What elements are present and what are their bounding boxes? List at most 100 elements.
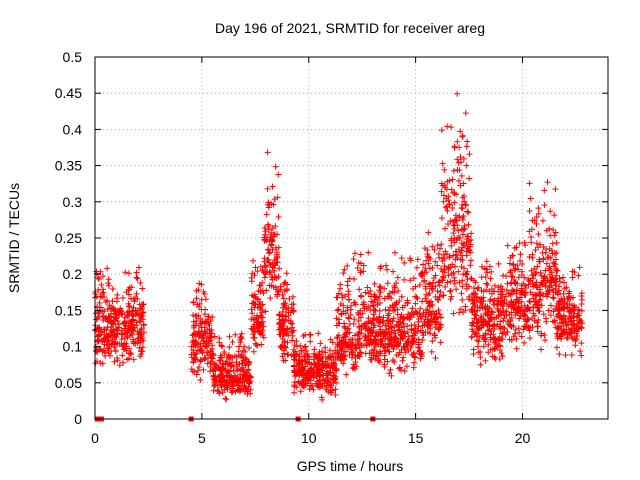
data-point bbox=[540, 256, 547, 263]
data-point bbox=[454, 222, 461, 229]
data-point bbox=[513, 345, 520, 352]
data-point bbox=[106, 302, 113, 309]
data-point bbox=[455, 234, 462, 241]
data-point bbox=[498, 330, 505, 337]
data-point bbox=[454, 138, 461, 145]
data-point bbox=[554, 289, 561, 296]
data-point bbox=[333, 365, 340, 372]
y-tick-label: 0.45 bbox=[55, 85, 82, 101]
data-point bbox=[420, 310, 427, 317]
data-point bbox=[138, 325, 145, 332]
data-point bbox=[206, 335, 213, 342]
data-point bbox=[293, 338, 300, 345]
data-point bbox=[354, 264, 361, 271]
data-point bbox=[530, 310, 537, 317]
data-point bbox=[291, 383, 298, 390]
data-point bbox=[526, 180, 533, 187]
data-point bbox=[466, 175, 473, 182]
data-point bbox=[195, 333, 202, 340]
data-point bbox=[365, 249, 372, 256]
data-point bbox=[497, 291, 504, 298]
data-point bbox=[292, 353, 299, 360]
data-point bbox=[526, 207, 533, 214]
data-point bbox=[333, 322, 340, 329]
data-point bbox=[504, 242, 511, 249]
data-point bbox=[471, 300, 478, 307]
data-point bbox=[341, 356, 348, 363]
data-point bbox=[561, 285, 568, 292]
data-point bbox=[333, 315, 340, 322]
data-point bbox=[306, 386, 313, 393]
data-point bbox=[456, 279, 463, 286]
data-point bbox=[459, 133, 466, 140]
data-point bbox=[477, 354, 484, 361]
data-point bbox=[133, 274, 140, 281]
data-point bbox=[364, 284, 371, 291]
data-point bbox=[283, 270, 290, 277]
data-point bbox=[372, 338, 379, 345]
data-point bbox=[488, 308, 495, 315]
data-point bbox=[370, 303, 377, 310]
data-point bbox=[360, 262, 367, 269]
data-point bbox=[480, 288, 487, 295]
data-point bbox=[556, 351, 563, 358]
data-point bbox=[482, 273, 489, 280]
data-point bbox=[377, 341, 384, 348]
data-point bbox=[429, 243, 436, 250]
data-point bbox=[546, 225, 553, 232]
data-point bbox=[508, 273, 515, 280]
data-point bbox=[233, 359, 240, 366]
data-point bbox=[529, 226, 536, 233]
data-point bbox=[524, 306, 531, 313]
data-point bbox=[310, 366, 317, 373]
data-point bbox=[483, 258, 490, 265]
data-point bbox=[461, 198, 468, 205]
data-point bbox=[443, 203, 450, 210]
data-point bbox=[345, 288, 352, 295]
data-point bbox=[435, 279, 442, 286]
data-point bbox=[460, 180, 467, 187]
data-point bbox=[511, 276, 518, 283]
data-point bbox=[385, 323, 392, 330]
data-point bbox=[263, 211, 270, 218]
data-point bbox=[122, 322, 129, 329]
data-point bbox=[243, 385, 250, 392]
data-point bbox=[448, 124, 455, 131]
data-point bbox=[127, 349, 134, 356]
data-point bbox=[376, 287, 383, 294]
data-point bbox=[457, 250, 464, 257]
data-point bbox=[264, 185, 271, 192]
data-point bbox=[382, 306, 389, 313]
data-point bbox=[223, 396, 230, 403]
data-point bbox=[457, 128, 464, 135]
data-point bbox=[267, 242, 274, 249]
data-point bbox=[104, 265, 111, 272]
data-point bbox=[440, 198, 447, 205]
data-point bbox=[210, 352, 217, 359]
data-point bbox=[539, 217, 546, 224]
data-point bbox=[135, 331, 142, 338]
data-point bbox=[520, 313, 527, 320]
data-point bbox=[277, 283, 284, 290]
data-point bbox=[553, 344, 560, 351]
data-point bbox=[551, 260, 558, 267]
data-point bbox=[578, 307, 585, 314]
data-point bbox=[472, 331, 479, 338]
data-point bbox=[402, 341, 409, 348]
data-point bbox=[125, 291, 132, 298]
data-point bbox=[462, 201, 469, 208]
data-point bbox=[573, 314, 580, 321]
y-tick-label: 0.3 bbox=[63, 194, 83, 210]
data-point bbox=[201, 324, 208, 331]
data-point bbox=[209, 314, 216, 321]
data-point bbox=[567, 328, 574, 335]
data-point bbox=[334, 343, 341, 350]
data-point bbox=[506, 336, 513, 343]
data-point bbox=[438, 188, 445, 195]
data-point bbox=[451, 199, 458, 206]
data-point bbox=[121, 345, 128, 352]
data-point bbox=[460, 231, 467, 238]
data-point bbox=[491, 315, 498, 322]
data-point bbox=[258, 341, 265, 348]
data-point bbox=[340, 270, 347, 277]
